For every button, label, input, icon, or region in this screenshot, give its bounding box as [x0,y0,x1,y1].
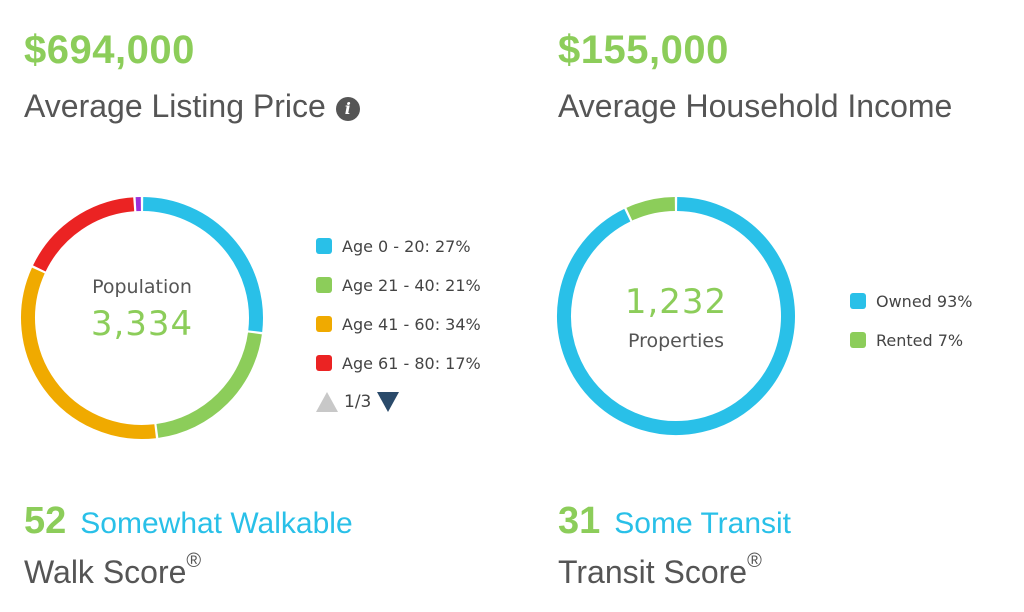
listing-price-label: Average Listing Price [24,88,326,124]
legend-label: Age 41 - 60: 34% [342,314,481,334]
legend-label: Owned 93% [876,291,973,311]
listing-price-value: $694,000 [24,28,195,72]
pager-text: 1/3 [344,392,372,412]
walk-score-label: Walk Score [24,554,187,590]
legend-label: Age 61 - 80: 17% [342,353,481,373]
properties-legend: Owned 93% Rented 7% [850,291,972,369]
legend-item: Rented 7% [850,330,972,350]
transit-score-label-row: Transit Score® [558,550,762,591]
properties-center-label: Properties [627,330,725,352]
info-icon[interactable]: i [335,96,360,121]
donut-slice-age-41-60[interactable] [21,267,156,439]
legend-swatch [850,332,866,348]
properties-center: 1,232 Properties [556,282,796,352]
registered-mark: ® [747,550,762,573]
transit-score-line: 31 Some Transit [558,500,791,543]
legend-pager: 1/3 [316,392,481,412]
pager-up-icon[interactable] [316,392,338,412]
population-legend: Age 0 - 20: 27% Age 21 - 40: 21% Age 41 … [316,236,481,412]
legend-swatch [316,316,332,332]
transit-score-value: 31 [558,500,601,542]
legend-item: Age 41 - 60: 34% [316,314,481,334]
registered-mark: ® [186,550,202,573]
walk-score-value: 52 [24,500,67,542]
donut-slice-rented[interactable] [626,197,676,221]
legend-swatch [316,238,332,254]
donut-slice-age-0-20[interactable] [142,197,263,332]
legend-item: Age 0 - 20: 27% [316,236,481,256]
legend-swatch [316,355,332,371]
household-income-label: Average Household Income [558,88,953,124]
transit-score-description[interactable]: Some Transit [614,507,792,540]
population-center: Population 3,334 [20,276,264,344]
properties-donut-chart [557,197,795,435]
population-center-value: 3,334 [90,304,194,344]
legend-label: Rented 7% [876,330,964,350]
donut-slice-age-61-80[interactable] [33,197,135,272]
walk-score-line: 52 Somewhat Walkable [24,500,353,543]
pager-down-icon[interactable] [377,392,400,412]
population-center-label: Population [92,276,192,298]
walk-score-description[interactable]: Somewhat Walkable [80,507,353,540]
legend-label: Age 21 - 40: 21% [342,275,481,295]
legend-label: Age 0 - 20: 27% [342,236,471,256]
listing-price-label-row: Average Listing Price i [24,88,360,125]
donut-slice-age-21-40[interactable] [156,332,262,438]
legend-item: Owned 93% [850,291,972,311]
properties-center-value: 1,232 [624,282,728,322]
legend-item: Age 61 - 80: 17% [316,353,481,373]
household-income-value: $155,000 [558,28,729,72]
walk-score-label-row: Walk Score® [24,550,201,591]
donut-slice-owned[interactable] [557,197,795,435]
legend-swatch [850,293,866,309]
legend-item: Age 21 - 40: 21% [316,275,481,295]
legend-swatch [316,277,332,293]
population-donut-chart [21,197,263,439]
transit-score-label: Transit Score [558,554,748,590]
